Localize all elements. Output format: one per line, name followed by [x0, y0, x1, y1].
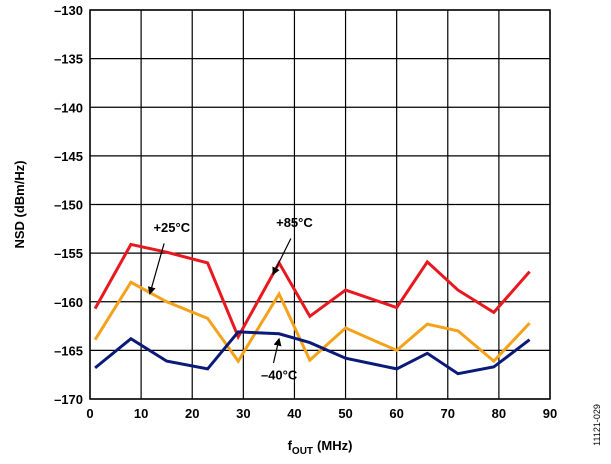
- series-line-0: [93, 242, 531, 341]
- series-lines: [93, 242, 531, 376]
- plot-frame: [89, 9, 551, 400]
- x-tick-label-3: 30: [236, 406, 250, 421]
- x-axis-title-subscript: OUT: [292, 446, 313, 457]
- x-axis-title-unit: (MHz): [317, 438, 352, 453]
- x-axis-title: fOUT (MHz): [288, 438, 353, 457]
- y-tick-label-3: –145: [54, 149, 83, 164]
- x-tick-label-1: 10: [134, 406, 148, 421]
- x-tick-label-7: 70: [441, 406, 455, 421]
- y-tick-label-7: –165: [54, 343, 83, 358]
- y-tick-label-5: –155: [54, 246, 83, 261]
- y-tick-label-8: –170: [54, 392, 83, 407]
- y-tick-label-1: –135: [54, 52, 83, 67]
- series-line-1: [93, 280, 531, 364]
- y-tick-label-6: –160: [54, 295, 83, 310]
- y-tick-label-0: –130: [54, 3, 83, 18]
- y-axis-title: NSD (dBm/Hz): [12, 160, 27, 248]
- x-tick-label-8: 80: [492, 406, 506, 421]
- annotation-arrow-0: [147, 243, 165, 295]
- grid-lines: [89, 9, 551, 400]
- x-axis-title-f: f: [288, 438, 293, 453]
- annotation-arrow-2: [272, 337, 282, 364]
- x-tick-label-5: 50: [338, 406, 352, 421]
- y-tick-labels: –130 –135 –140 –145 –150 –155 –160 –165 –170: [54, 3, 83, 407]
- y-tick-label-4: –150: [54, 198, 83, 213]
- x-tick-label-6: 60: [389, 406, 403, 421]
- series-line-2: [94, 330, 531, 376]
- annotations: +25°C +85°C –40°C: [147, 215, 313, 383]
- x-tick-label-9: 90: [543, 406, 557, 421]
- figure-id: 11121-029: [592, 404, 602, 446]
- x-tick-label-2: 20: [185, 406, 199, 421]
- x-tick-labels: 0 10 20 30 40 50 60 70 80 90: [86, 406, 557, 421]
- annotation-label-2: –40°C: [261, 368, 298, 383]
- x-tick-label-0: 0: [86, 406, 93, 421]
- x-tick-label-4: 40: [287, 406, 301, 421]
- annotation-label-1: +85°C: [276, 215, 313, 230]
- annotation-arrow-1: [272, 238, 292, 276]
- annotation-label-0: +25°C: [153, 220, 190, 235]
- y-tick-label-2: –140: [54, 100, 83, 115]
